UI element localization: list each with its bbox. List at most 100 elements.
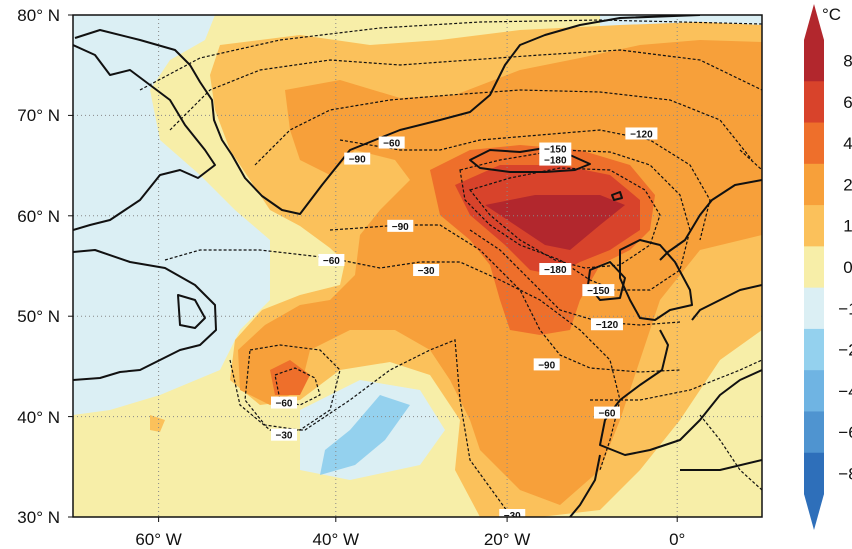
colorbar-label: 8 bbox=[843, 52, 852, 71]
contour-label-bg bbox=[539, 142, 572, 155]
colorbar-swatch bbox=[804, 411, 824, 454]
colorbar-swatch bbox=[804, 370, 824, 412]
colorbar-swatch bbox=[804, 81, 824, 124]
contour-label-bg bbox=[271, 396, 298, 409]
coast-faroe bbox=[611, 191, 623, 201]
coast-iceland bbox=[469, 147, 591, 173]
lat-tick-label-70: 70° N bbox=[17, 106, 60, 125]
coast-baffin bbox=[73, 44, 216, 231]
contour-label: −90 bbox=[392, 222, 409, 233]
contour-labels: −60−90−150−180−120−90−60−30 −180−150−120−… bbox=[271, 127, 658, 522]
colorbar-label: 1 bbox=[843, 217, 852, 236]
contour-label: −60 bbox=[276, 399, 293, 410]
contour-minus-60-low bbox=[274, 367, 321, 406]
contour-label: −120 bbox=[596, 320, 619, 331]
contour-label-bg bbox=[499, 508, 526, 517]
contour-label: −120 bbox=[630, 129, 653, 140]
contour-label-bg bbox=[590, 318, 623, 331]
contour-label-bg bbox=[413, 264, 440, 277]
colorbar: °C 8 6 4 2 1 0 −1 −2 −4 −6 −8 bbox=[804, 4, 852, 530]
contour-east-arc bbox=[699, 414, 762, 491]
contour-label-bg bbox=[625, 127, 658, 140]
colorbar-labels: 8 6 4 2 1 0 −1 −2 −4 −6 −8 bbox=[838, 52, 852, 484]
contour-label-bg bbox=[582, 284, 615, 297]
contour-label-bg bbox=[318, 253, 345, 266]
coast-africa bbox=[569, 454, 762, 517]
colorbar-label: −4 bbox=[838, 382, 852, 401]
lon-tick-label-40w: 40° W bbox=[313, 530, 359, 549]
colorbar-swatch bbox=[804, 452, 824, 495]
lat-tick-label-40: 40° N bbox=[17, 408, 60, 427]
contour-label: −150 bbox=[544, 145, 567, 156]
contour-label-bg bbox=[271, 428, 298, 441]
colorbar-swatch bbox=[804, 163, 824, 206]
anomaly-field-cool-west bbox=[73, 15, 270, 415]
colorbar-swatch bbox=[804, 246, 824, 289]
contour-label-bg bbox=[344, 152, 371, 165]
coast-greenland bbox=[74, 15, 701, 215]
contour-label: −30 bbox=[276, 431, 293, 442]
contour-label-bg bbox=[387, 219, 414, 232]
contour-label: −90 bbox=[349, 155, 366, 166]
colorbar-swatch bbox=[804, 287, 824, 330]
contour-label: −180 bbox=[544, 265, 567, 276]
contour-minus-60 bbox=[164, 49, 762, 471]
anomaly-field-cold-blob bbox=[320, 395, 410, 475]
colorbar-swatch bbox=[804, 328, 824, 371]
contour-minus-150 bbox=[459, 149, 691, 291]
contour-label: −60 bbox=[598, 409, 615, 420]
lon-tick-label-0: 0° bbox=[669, 530, 685, 549]
lat-tick-label-50: 50° N bbox=[17, 307, 60, 326]
contour-label: −90 bbox=[538, 360, 555, 371]
lat-tick-label-60: 60° N bbox=[17, 207, 60, 226]
coast-europe bbox=[599, 284, 762, 456]
plot-frame bbox=[72, 14, 763, 518]
contour-label: −30 bbox=[504, 511, 521, 522]
coast-labrador bbox=[73, 249, 217, 381]
colorbar-label: 2 bbox=[843, 175, 852, 194]
contour-minus-180 bbox=[468, 167, 661, 269]
colorbar-bottom-arrow bbox=[804, 494, 824, 530]
contour-label-bg bbox=[539, 263, 572, 276]
contour-label-bg bbox=[533, 358, 560, 371]
lon-tick-label-60w: 60° W bbox=[135, 530, 181, 549]
colorbar-label: −6 bbox=[838, 423, 852, 442]
colorbar-label: 0 bbox=[843, 258, 852, 277]
colorbar-label: −1 bbox=[838, 299, 852, 318]
longitude-axis: 60° W 40° W 20° W 0° bbox=[135, 517, 685, 549]
colorbar-swatch bbox=[804, 122, 824, 165]
contours bbox=[139, 19, 762, 516]
lon-tick-label-20w: 20° W bbox=[484, 530, 530, 549]
contour-label: −60 bbox=[383, 139, 400, 150]
colorbar-label: −8 bbox=[838, 464, 852, 483]
colorbar-swatch bbox=[804, 40, 824, 82]
contour-minus-90 bbox=[254, 89, 753, 373]
lat-tick-label-80: 80° N bbox=[17, 6, 60, 25]
contour-minus-60-east bbox=[590, 359, 762, 401]
contour-minus-30-outer bbox=[139, 19, 762, 516]
contour-minus-120 bbox=[339, 129, 711, 326]
contour-label-bg bbox=[378, 136, 405, 149]
colorbar-swatches bbox=[804, 4, 824, 530]
graticule bbox=[73, 15, 762, 517]
contour-label: −150 bbox=[587, 286, 610, 297]
contour-label: −180 bbox=[544, 156, 567, 167]
contour-label-bg bbox=[539, 153, 572, 166]
colorbar-label: −2 bbox=[838, 341, 852, 360]
coast-scandinavia bbox=[659, 179, 762, 261]
contour-label: −30 bbox=[418, 266, 435, 277]
plot-area: −60−90−150−180−120−90−60−30 −180−150−120−… bbox=[73, 15, 762, 522]
colorbar-swatch bbox=[804, 205, 824, 247]
colorbar-label: 6 bbox=[843, 93, 852, 112]
contour-label: −60 bbox=[323, 256, 340, 267]
coast-britain bbox=[619, 239, 693, 321]
colorbar-label: 4 bbox=[843, 134, 852, 153]
coast-newfoundland bbox=[177, 294, 206, 329]
contour-minus-30-low bbox=[244, 344, 341, 431]
contour-label-bg bbox=[593, 406, 620, 419]
colorbar-unit: °C bbox=[822, 5, 841, 24]
latitude-axis: 80° N 70° N 60° N 50° N 40° N 30° N bbox=[17, 6, 73, 527]
anomaly-field-over-8 bbox=[485, 195, 625, 250]
lat-tick-label-30: 30° N bbox=[17, 508, 60, 527]
